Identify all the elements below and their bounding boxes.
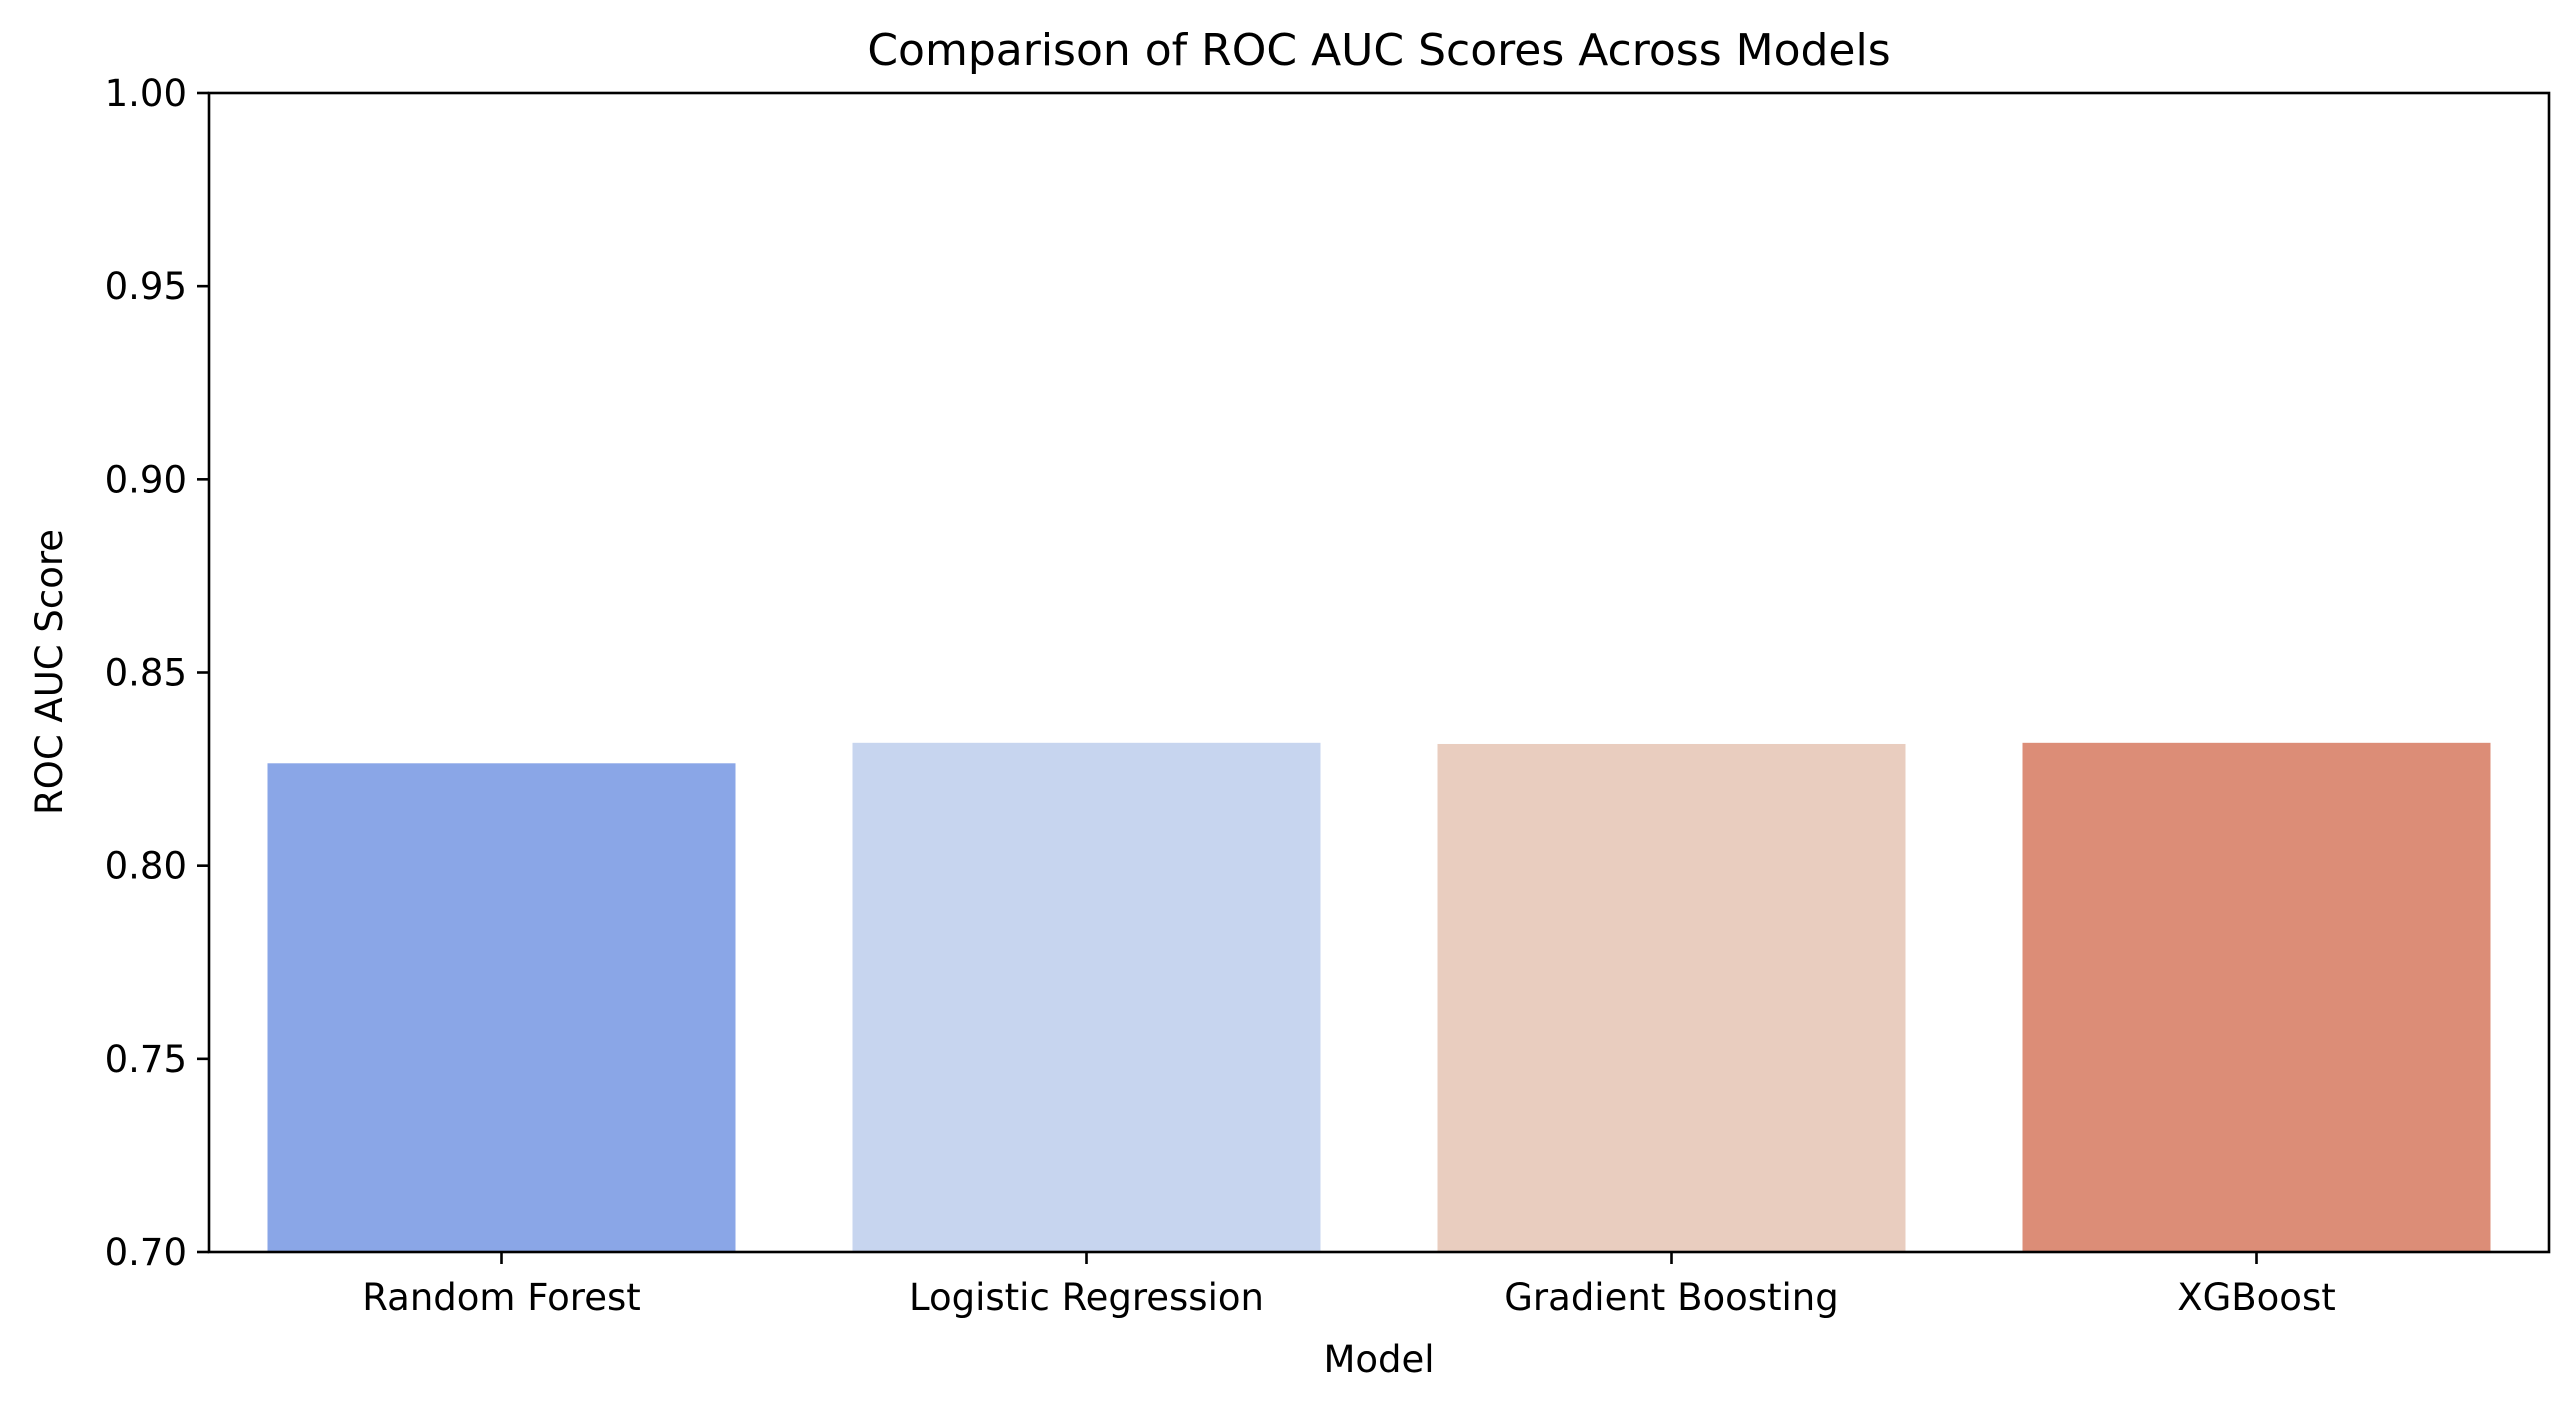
y-tick-label: 0.80 [105, 845, 187, 888]
y-tick-label: 0.70 [105, 1231, 187, 1274]
y-tick-label: 0.95 [105, 265, 187, 308]
bar-xgboost [2022, 742, 2491, 1252]
x-tick-label: XGBoost [2177, 1276, 2335, 1319]
y-tick-label: 0.85 [105, 652, 187, 695]
y-axis-ticks: 0.70 0.75 0.80 0.85 0.90 0.95 1.00 [105, 72, 209, 1274]
x-axis-ticks: Random Forest Logistic Regression Gradient… [362, 1252, 2336, 1319]
chart-title: Comparison of ROC AUC Scores Across Mode… [867, 25, 1890, 76]
y-axis-label: ROC AUC Score [28, 529, 71, 815]
bar-random-forest [267, 763, 736, 1252]
bar-logistic-regression [852, 742, 1321, 1252]
x-axis-label: Model [1323, 1338, 1434, 1381]
y-tick-label: 0.75 [105, 1038, 187, 1081]
bar-gradient-boosting [1437, 743, 1906, 1252]
y-tick-label: 1.00 [105, 72, 187, 115]
x-tick-label: Random Forest [362, 1276, 641, 1319]
bars-group [267, 742, 2491, 1252]
x-tick-label: Logistic Regression [909, 1276, 1264, 1319]
x-tick-label: Gradient Boosting [1504, 1276, 1838, 1319]
plot-frame [207, 91, 2551, 1254]
y-tick-label: 0.90 [105, 458, 187, 501]
